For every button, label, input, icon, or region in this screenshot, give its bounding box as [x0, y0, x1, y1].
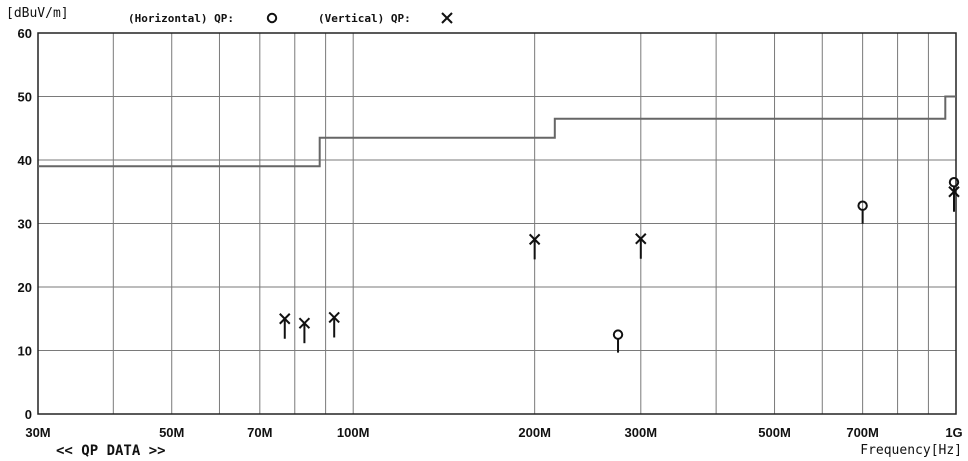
- x-tick-label: 1G: [945, 425, 962, 440]
- y-tick-label: 20: [18, 280, 32, 295]
- x-tick-label: 300M: [625, 425, 658, 440]
- x-tick-label: 700M: [846, 425, 879, 440]
- y-tick-label: 10: [18, 344, 32, 359]
- legend-x-marker: [441, 12, 453, 24]
- y-tick-label: 0: [25, 407, 32, 422]
- y-tick-label: 30: [18, 217, 32, 232]
- x-tick-label: 500M: [758, 425, 791, 440]
- legend-vertical-label: (Vertical) QP:: [318, 12, 411, 25]
- qp-vertical-point: [279, 313, 291, 339]
- y-tick-label: 40: [18, 153, 32, 168]
- labels-layer: [dBuV/m] (Horizontal) QP: (Vertical) QP:…: [6, 6, 963, 459]
- legend-markers: [266, 12, 453, 24]
- x-axis-label: Frequency[Hz]: [860, 443, 962, 458]
- qp-vertical-point: [328, 311, 340, 338]
- y-unit-label: [dBuV/m]: [6, 6, 69, 21]
- qp-vertical-point: [298, 317, 311, 344]
- plot-frame: [37, 32, 957, 415]
- qp-horizontal-point: [612, 329, 624, 353]
- x-tick-label: 200M: [518, 425, 551, 440]
- limit-line: [38, 95, 956, 168]
- grid-layer: [37, 32, 957, 415]
- y-tick-label: 60: [18, 26, 32, 41]
- x-tick-label: 70M: [247, 425, 272, 440]
- qp-vertical-point: [528, 233, 541, 260]
- data-marks-layer: [279, 177, 960, 353]
- x-tick-label: 100M: [337, 425, 370, 440]
- x-tick-label: 30M: [25, 425, 50, 440]
- qp-horizontal-point: [857, 200, 868, 224]
- y-tick-label: 50: [18, 90, 32, 105]
- qp-data-footer: << QP DATA >>: [56, 443, 166, 459]
- legend-circle-marker: [266, 12, 278, 24]
- x-tick-label: 50M: [159, 425, 184, 440]
- limit-line-layer: [38, 95, 956, 168]
- legend-horizontal-label: (Horizontal) QP:: [128, 12, 234, 25]
- qp-vertical-point: [635, 233, 647, 259]
- qp-vertical-point: [948, 186, 960, 212]
